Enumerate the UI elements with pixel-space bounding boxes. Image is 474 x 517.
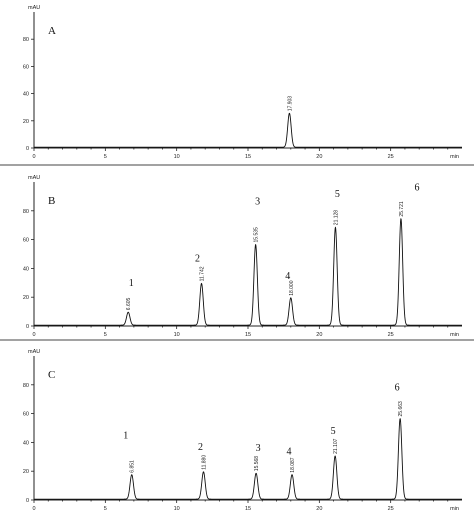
- chromatogram-trace: [33, 218, 463, 326]
- x-tick-label: 5: [104, 154, 107, 160]
- y-tick-label: 60: [23, 238, 29, 244]
- peak-retention-time: 6.605: [126, 297, 132, 310]
- x-tick-label: 15: [245, 154, 251, 160]
- peak-retention-time: 25.663: [398, 401, 404, 417]
- peak-retention-time: 15.535: [254, 227, 260, 243]
- x-tick-label: 15: [245, 506, 251, 512]
- chromatogram-panel-a: 0 20 40 60 80 0 5 10 15 20 25 mAU min A 17.903: [23, 5, 463, 160]
- y-tick-label: 80: [23, 37, 29, 43]
- panel-label: A: [48, 25, 56, 37]
- x-tick-label: 25: [388, 154, 394, 160]
- x-tick-label: 25: [388, 506, 394, 512]
- peak-retention-time: 15.568: [254, 456, 260, 472]
- x-tick-label: 10: [174, 154, 180, 160]
- y-unit-label: mAU: [28, 175, 40, 181]
- x-unit-label: min: [450, 154, 459, 160]
- peak-number: 2: [198, 442, 203, 453]
- x-tick-label: 10: [174, 332, 180, 338]
- peak-number: 5: [335, 189, 340, 200]
- panel-label: B: [48, 195, 55, 207]
- peak-retention-time: 17.903: [287, 96, 293, 112]
- x-tick-label: 20: [316, 506, 322, 512]
- x-tick-label: 0: [32, 332, 35, 338]
- y-tick-label: 20: [23, 295, 29, 301]
- peak-number: 4: [285, 271, 290, 282]
- peak-number: 3: [255, 197, 260, 208]
- x-tick-label: 10: [174, 506, 180, 512]
- peak-retention-time: 21.128: [333, 210, 339, 226]
- y-tick-label: 0: [26, 324, 29, 330]
- peak-retention-time: 18.087: [290, 457, 296, 473]
- y-tick-label: 0: [26, 146, 29, 152]
- x-tick-label: 20: [316, 154, 322, 160]
- x-unit-label: min: [450, 332, 459, 338]
- x-tick-label: 20: [316, 332, 322, 338]
- y-tick-label: 80: [23, 209, 29, 215]
- y-tick-label: 40: [23, 440, 29, 446]
- y-tick-label: 60: [23, 412, 29, 418]
- peak-retention-time: 11.742: [200, 266, 206, 281]
- peak-number: 1: [123, 431, 128, 442]
- x-tick-label: 5: [104, 506, 107, 512]
- peak-number: 4: [287, 447, 292, 458]
- x-unit-label: min: [450, 506, 459, 512]
- peak-retention-time: 18.000: [289, 280, 295, 296]
- peak-number: 3: [256, 443, 261, 454]
- y-unit-label: mAU: [28, 349, 40, 355]
- chromatogram-trace: [33, 418, 463, 500]
- peak-number: 6: [395, 383, 400, 394]
- y-tick-label: 60: [23, 64, 29, 70]
- y-tick-label: 20: [23, 119, 29, 125]
- peak-number: 6: [415, 183, 420, 194]
- peak-retention-time: 6.851: [130, 460, 136, 473]
- y-tick-label: 40: [23, 266, 29, 272]
- x-tick-label: 15: [245, 332, 251, 338]
- y-unit-label: mAU: [28, 5, 40, 11]
- peak-number: 1: [129, 278, 134, 289]
- peak-retention-time: 11.880: [202, 455, 208, 470]
- peak-number: 2: [195, 253, 200, 264]
- chromatogram-trace: [33, 112, 463, 148]
- peak-retention-time: 21.107: [333, 438, 339, 454]
- x-tick-label: 0: [32, 154, 35, 160]
- peak-retention-time: 25.721: [399, 201, 405, 217]
- y-tick-label: 80: [23, 383, 29, 389]
- y-tick-label: 40: [23, 92, 29, 98]
- x-tick-label: 0: [32, 506, 35, 512]
- x-tick-label: 5: [104, 332, 107, 338]
- y-tick-label: 0: [26, 498, 29, 504]
- x-tick-label: 25: [388, 332, 394, 338]
- peak-number: 5: [331, 426, 336, 437]
- panel-label: C: [48, 369, 55, 381]
- y-tick-label: 20: [23, 469, 29, 475]
